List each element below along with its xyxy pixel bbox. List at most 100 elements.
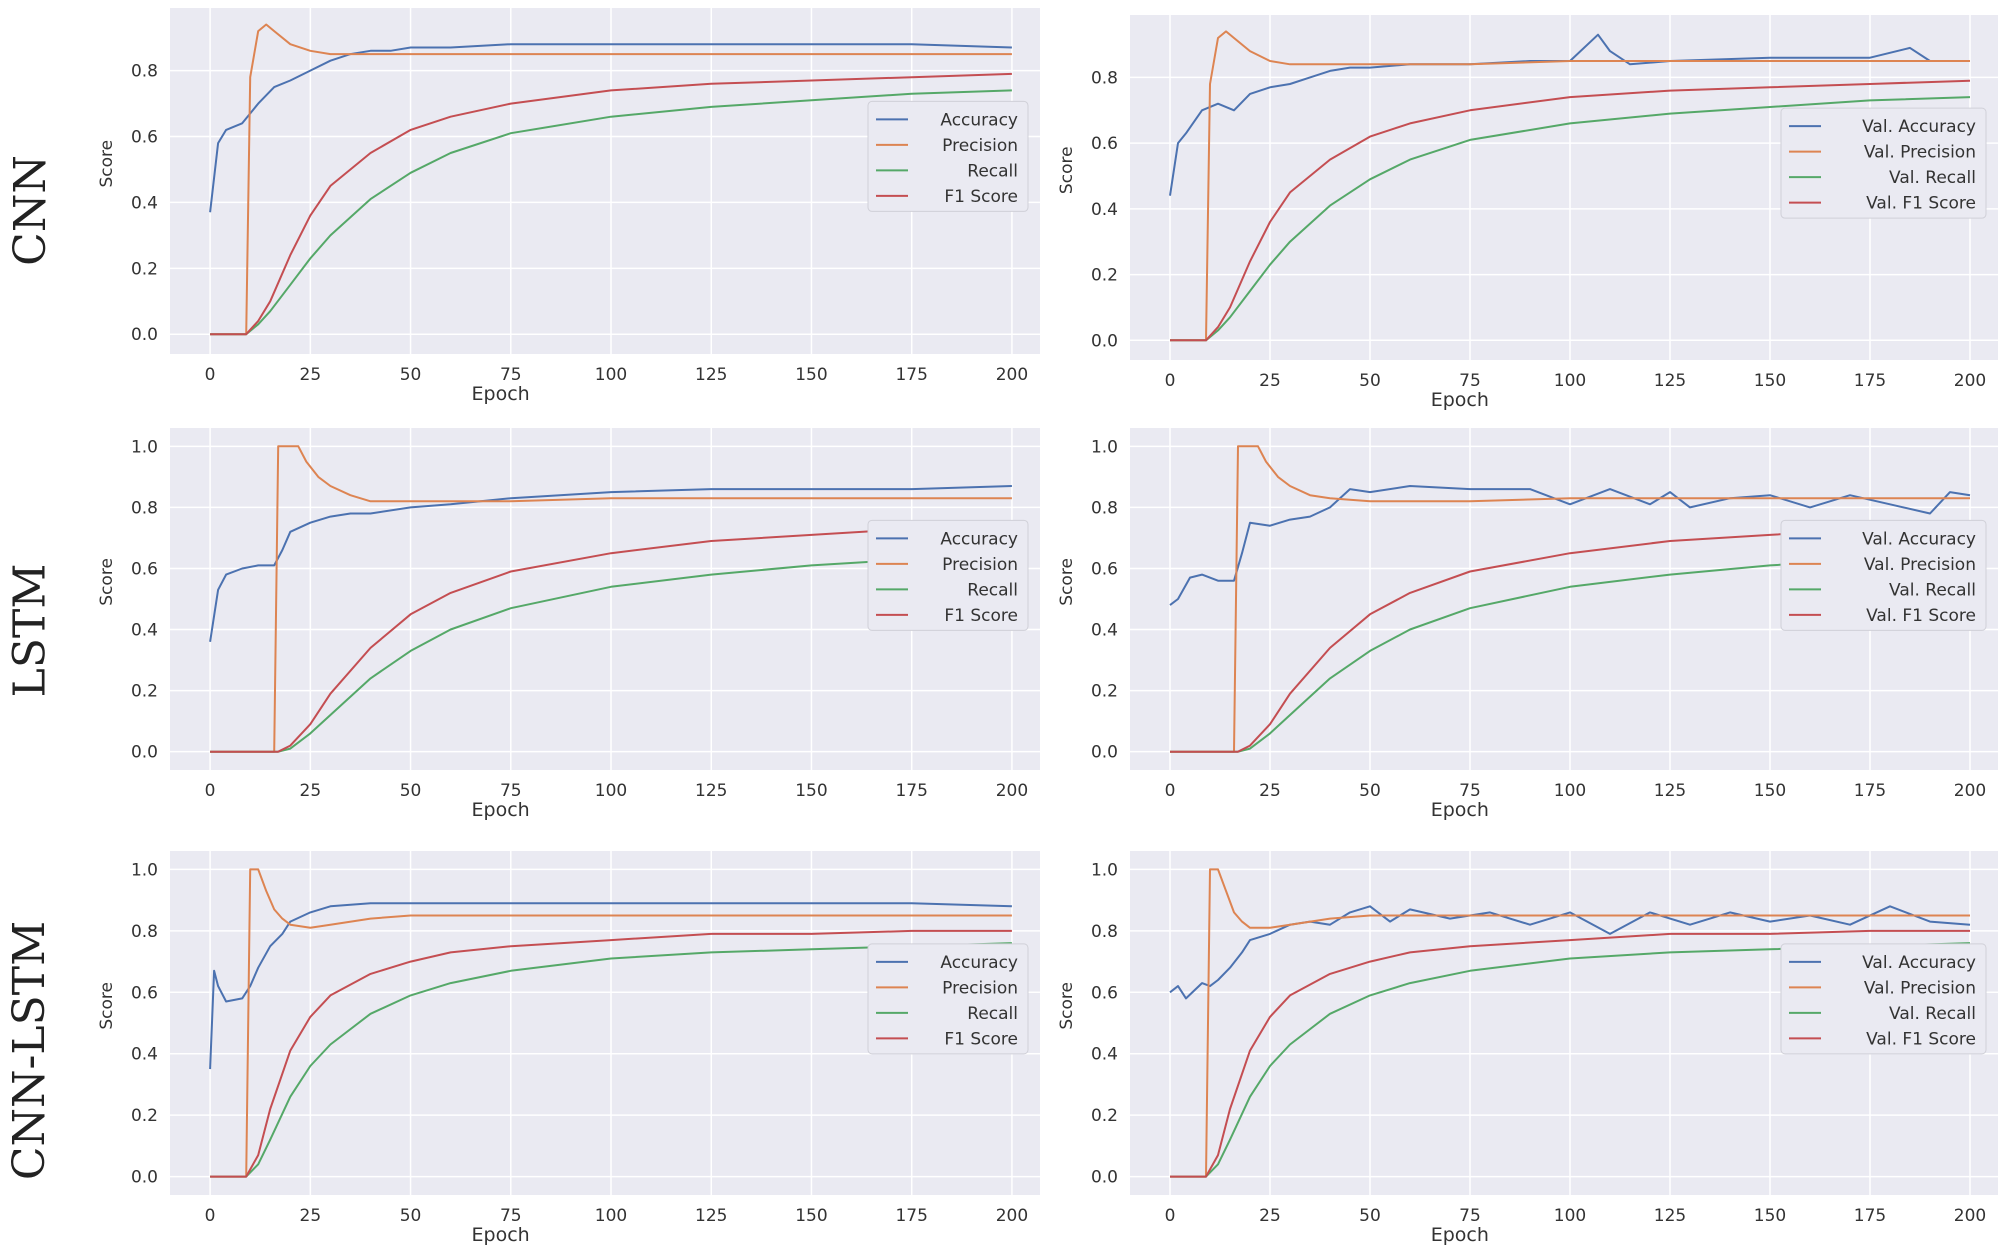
x-axis-label: Epoch bbox=[1431, 799, 1489, 821]
series-line-recall bbox=[210, 552, 1012, 753]
legend-entry-recall: Val. Recall bbox=[1889, 168, 1976, 188]
chart-cnnlstm-val: 0 25 50 75 100 125 150 175 200 0.0 0.2 0.4 0.6 0.8 1.0… bbox=[1057, 851, 1998, 1246]
chart-lstm-train: 0 25 50 75 100 125 150 175 200 0.0 0.2 0.4 0.6 0.8 1.0… bbox=[97, 428, 1040, 821]
legend: Val. Accuracy Val. Precision Val. Recall Va… bbox=[1780, 107, 1987, 219]
chart-cnn-train: 0 25 50 75 100 125 150 175 200 0.0 0.2 0.4 0.6 0.8 Epo… bbox=[97, 8, 1040, 405]
x-tick-label: 200 bbox=[996, 1206, 1028, 1226]
legend-entry-precision: Val. Precision bbox=[1864, 555, 1976, 575]
y-tick-label: 0.6 bbox=[131, 983, 158, 1003]
x-tick-label: 75 bbox=[500, 781, 522, 801]
y-tick-label: 0.8 bbox=[131, 498, 158, 518]
legend-entry-accuracy: Accuracy bbox=[940, 953, 1018, 973]
series-line-precision bbox=[1170, 445, 1970, 753]
x-tick-label: 175 bbox=[895, 781, 927, 801]
x-tick-label: 200 bbox=[1954, 371, 1986, 391]
series-line-f1 bbox=[210, 524, 1012, 753]
x-tick-label: 150 bbox=[795, 781, 827, 801]
x-tick-label: 50 bbox=[400, 1206, 422, 1226]
x-tick-label: 25 bbox=[1259, 1206, 1281, 1226]
x-tick-label: 200 bbox=[996, 365, 1028, 385]
x-tick-label: 50 bbox=[1359, 781, 1381, 801]
x-tick-label: 25 bbox=[300, 781, 322, 801]
x-tick-label: 200 bbox=[996, 781, 1028, 801]
y-tick-label: 0.0 bbox=[1091, 743, 1118, 763]
legend-entry-f1: Val. F1 Score bbox=[1866, 194, 1976, 214]
x-tick-label: 200 bbox=[1954, 1206, 1986, 1226]
legend-entry-f1: Val. F1 Score bbox=[1866, 606, 1976, 626]
legend: Accuracy Precision Recall F1 Score bbox=[867, 100, 1029, 212]
x-tick-label: 175 bbox=[1854, 371, 1886, 391]
y-tick-label: 1.0 bbox=[1091, 860, 1118, 880]
x-axis-label: Epoch bbox=[1431, 1224, 1489, 1246]
y-tick-label: 0.2 bbox=[131, 259, 158, 279]
series-line-precision bbox=[210, 445, 1012, 753]
y-tick-label: 0.4 bbox=[1091, 621, 1118, 641]
x-tick-label: 75 bbox=[1459, 371, 1481, 391]
y-tick-label: 0.8 bbox=[1091, 498, 1118, 518]
x-tick-label: 100 bbox=[595, 781, 627, 801]
series-line-recall bbox=[1170, 942, 1971, 1178]
y-tick-label: 0.8 bbox=[131, 922, 158, 942]
series-line-precision bbox=[1170, 868, 1970, 1178]
legend-box bbox=[1780, 519, 1987, 631]
legend-entry-f1: F1 Score bbox=[944, 1029, 1018, 1049]
y-tick-label: 0.0 bbox=[131, 325, 158, 345]
y-tick-label: 0.4 bbox=[1091, 200, 1118, 220]
y-axis-label: Score bbox=[1057, 558, 1077, 606]
chart-lstm-val: 0 25 50 75 100 125 150 175 200 0.0 0.2 0.4 0.6 0.8 1.0… bbox=[1057, 428, 1998, 821]
y-tick-label: 0.0 bbox=[131, 1168, 158, 1188]
y-tick-label: 1.0 bbox=[131, 437, 158, 457]
series-line-precision bbox=[210, 868, 1012, 1178]
series-line-accuracy bbox=[1169, 33, 1970, 196]
x-axis-label: Epoch bbox=[472, 1224, 530, 1246]
series-line-recall bbox=[1170, 96, 1971, 342]
x-tick-label: 0 bbox=[205, 781, 216, 801]
x-tick-label: 0 bbox=[205, 365, 216, 385]
x-tick-label: 75 bbox=[1459, 781, 1481, 801]
chart-cnnlstm-train: 0 25 50 75 100 125 150 175 200 0.0 0.2 0.4 0.6 0.8 1.0… bbox=[97, 851, 1040, 1246]
x-tick-label: 0 bbox=[1165, 371, 1176, 391]
series-line-f1 bbox=[210, 72, 1012, 336]
y-tick-label: 0.4 bbox=[131, 1045, 158, 1065]
x-tick-label: 175 bbox=[1854, 1206, 1886, 1226]
x-tick-label: 75 bbox=[500, 365, 522, 385]
y-axis-label: Score bbox=[97, 558, 117, 606]
legend-entry-precision: Precision bbox=[942, 978, 1018, 998]
y-tick-label: 1.0 bbox=[131, 860, 158, 880]
legend-entry-recall: Val. Recall bbox=[1889, 580, 1976, 600]
x-axis-label: Epoch bbox=[472, 799, 530, 821]
x-tick-label: 125 bbox=[695, 781, 727, 801]
y-tick-label: 0.8 bbox=[1091, 922, 1118, 942]
y-tick-label: 0.6 bbox=[1091, 134, 1118, 154]
y-tick-label: 0.6 bbox=[131, 559, 158, 579]
legend-entry-accuracy: Accuracy bbox=[940, 529, 1018, 549]
x-tick-label: 100 bbox=[595, 1206, 627, 1226]
y-axis-label: Score bbox=[97, 140, 117, 188]
x-tick-label: 0 bbox=[1165, 781, 1176, 801]
y-tick-label: 0.0 bbox=[1091, 1168, 1118, 1188]
legend-entry-recall: Val. Recall bbox=[1889, 1004, 1976, 1024]
legend-entry-precision: Precision bbox=[942, 136, 1018, 156]
legend-entry-accuracy: Accuracy bbox=[940, 110, 1018, 130]
y-tick-label: 0.0 bbox=[131, 743, 158, 763]
y-tick-label: 0.8 bbox=[1091, 68, 1118, 88]
x-tick-label: 75 bbox=[1459, 1206, 1481, 1226]
legend-entry-f1: F1 Score bbox=[944, 606, 1018, 626]
y-axis-label: Score bbox=[1057, 146, 1077, 194]
y-tick-label: 0.2 bbox=[131, 682, 158, 702]
x-tick-label: 150 bbox=[1754, 781, 1786, 801]
x-tick-label: 25 bbox=[300, 365, 322, 385]
x-tick-label: 125 bbox=[1654, 781, 1686, 801]
x-tick-label: 175 bbox=[895, 365, 927, 385]
x-tick-label: 175 bbox=[895, 1206, 927, 1226]
series-line-precision bbox=[210, 23, 1012, 336]
x-tick-label: 50 bbox=[400, 365, 422, 385]
legend-entry-accuracy: Val. Accuracy bbox=[1862, 117, 1976, 137]
x-tick-label: 175 bbox=[1854, 781, 1886, 801]
legend-entry-recall: Recall bbox=[967, 580, 1018, 600]
y-tick-label: 0.6 bbox=[131, 128, 158, 148]
legend-entry-precision: Val. Precision bbox=[1864, 978, 1976, 998]
x-tick-label: 50 bbox=[1359, 371, 1381, 391]
x-tick-label: 100 bbox=[1554, 781, 1586, 801]
